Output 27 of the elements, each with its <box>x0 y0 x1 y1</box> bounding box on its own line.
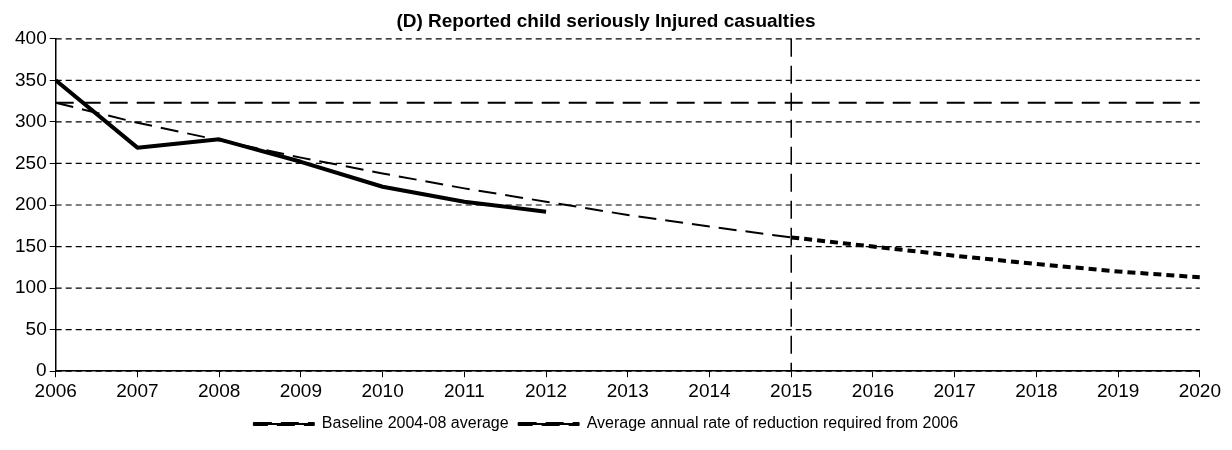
x-tick-label: 2010 <box>361 379 404 401</box>
y-tick-label: 250 <box>15 151 47 173</box>
x-tick-label: 2016 <box>851 379 895 401</box>
x-tick-label: 2017 <box>933 379 976 401</box>
x-tick-label: 2008 <box>198 379 241 401</box>
x-tick-label: 2006 <box>34 379 77 401</box>
y-tick-label: 100 <box>15 276 47 298</box>
y-tick-label: 150 <box>15 234 47 256</box>
x-tick-label: 2012 <box>524 379 568 401</box>
y-tick-label: 200 <box>15 193 47 215</box>
x-tick-label: 2013 <box>606 379 649 401</box>
x-tick-label: 2011 <box>443 379 485 401</box>
x-tick-label: 2014 <box>688 379 732 401</box>
chart-title: (D) Reported child seriously Injured casualties <box>396 9 816 31</box>
x-tick-label: 2007 <box>116 379 159 401</box>
x-tick-label: 2015 <box>770 379 813 401</box>
y-tick-label: 0 <box>36 359 47 381</box>
x-tick-label: 2009 <box>279 379 323 401</box>
legend-label: Baseline 2004-08 average <box>321 414 509 432</box>
x-tick-label: 2020 <box>1178 379 1222 401</box>
y-tick-label: 300 <box>15 110 47 132</box>
legend-label: Average annual rate of reduction required from 2006 <box>586 414 959 432</box>
x-tick-label: 2018 <box>1015 379 1058 401</box>
y-tick-label: 50 <box>25 317 47 339</box>
y-tick-label: 350 <box>15 68 47 90</box>
x-tick-label: 2019 <box>1097 379 1140 401</box>
y-tick-label: 400 <box>15 27 47 49</box>
